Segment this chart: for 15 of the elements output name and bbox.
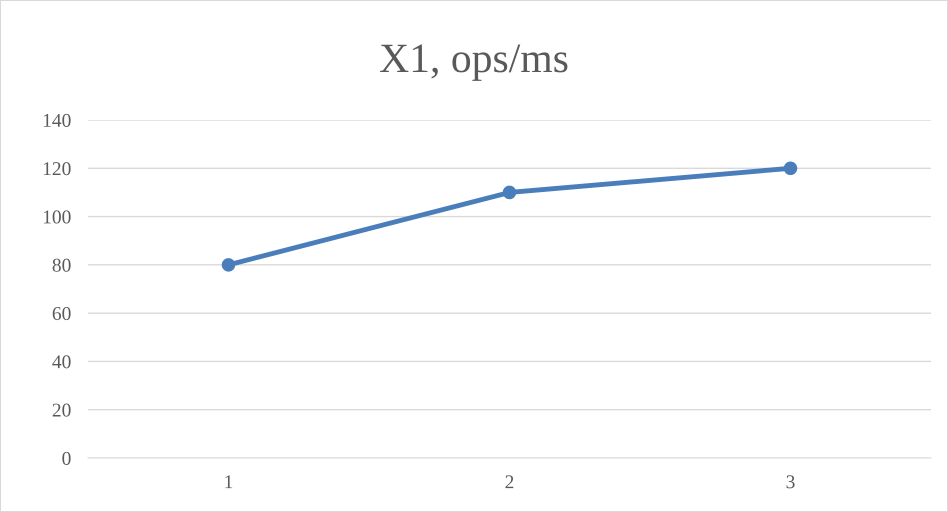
y-tick-label: 0 (62, 452, 71, 465)
point (222, 258, 236, 272)
y-tick-label: 40 (52, 355, 71, 368)
y-tick-label: 120 (44, 162, 71, 176)
chart-title: X1, ops/ms (380, 44, 568, 81)
y-tick-label: 20 (52, 404, 71, 417)
point (502, 186, 516, 200)
y-tick-label: 140 (44, 114, 71, 127)
y-tick-label: 80 (52, 258, 71, 272)
point (784, 162, 798, 176)
x-tick-label: 2 (505, 475, 514, 488)
x-tick-label: 1 (225, 475, 232, 488)
y-tick-label: 60 (52, 306, 71, 320)
y-tick-label: 100 (44, 210, 71, 224)
x-tick-label: 3 (786, 475, 795, 488)
